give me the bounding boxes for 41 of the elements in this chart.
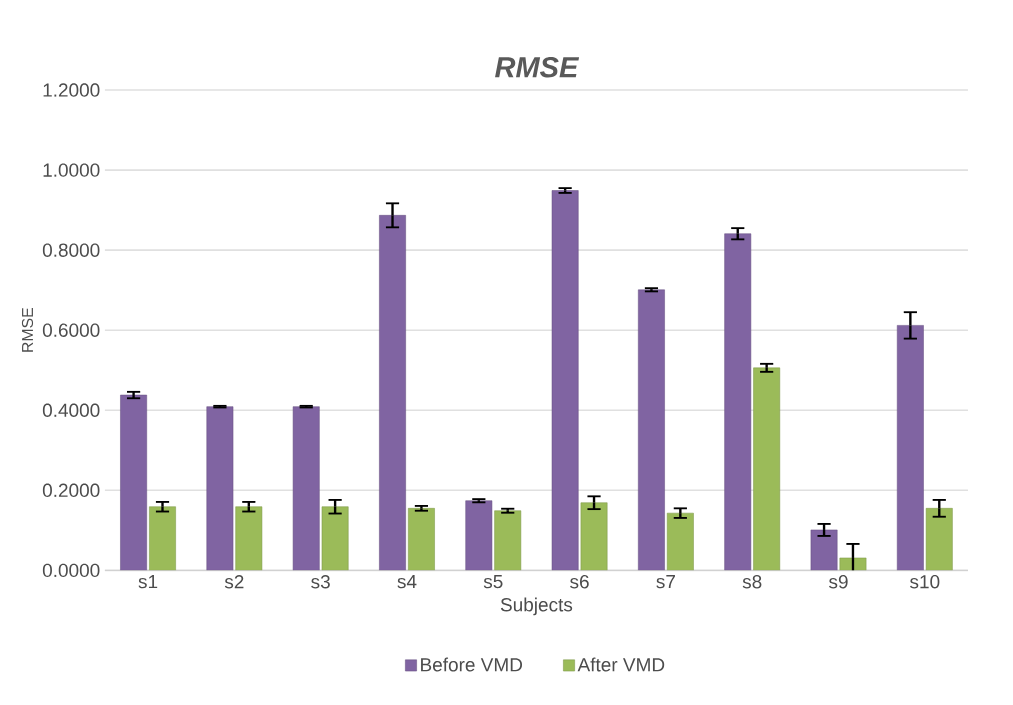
bar [120,394,147,571]
x-tick-label: s2 [224,574,244,589]
bar [896,324,924,571]
bar [379,214,406,571]
y-tick-label: 0.2000 [42,483,100,497]
bar [666,512,694,571]
x-tick-label: s1 [138,574,158,589]
x-axis-title: Subjects [500,597,573,616]
x-tick-label: s3 [311,574,330,589]
bar [206,406,234,571]
x-tick-label: s5 [483,574,503,589]
y-tick-label: 1.2000 [43,83,100,97]
x-tick-label: s8 [742,574,762,589]
y-axis-title: RMSE [21,307,34,352]
bar [235,506,263,571]
bar [408,507,435,571]
bar [321,506,349,571]
x-tick-label: s9 [829,574,848,589]
y-tick-label: 0.6000 [42,323,100,337]
y-tick-label: 0.0000 [42,563,100,577]
bar [724,233,752,571]
legend-label: Before VMD [421,657,523,672]
x-tick-label: s6 [570,574,589,589]
bar [925,507,953,571]
x-tick-label: s4 [397,574,417,589]
x-tick-label: s7 [656,574,675,589]
y-tick-label: 1.0000 [43,163,100,177]
legend-label: After VMD [577,657,665,672]
bar [638,289,665,571]
y-tick-label: 0.8000 [42,243,100,257]
y-tick-label: 0.4000 [42,403,100,417]
bar [810,529,838,571]
bar [753,367,781,571]
chart-title: RMSE [495,56,580,78]
bar [149,506,176,571]
bar [551,190,579,571]
bar [465,500,493,571]
x-tick-label: s10 [910,574,940,589]
bar [580,502,608,571]
bar [292,406,320,571]
bar [494,510,522,571]
